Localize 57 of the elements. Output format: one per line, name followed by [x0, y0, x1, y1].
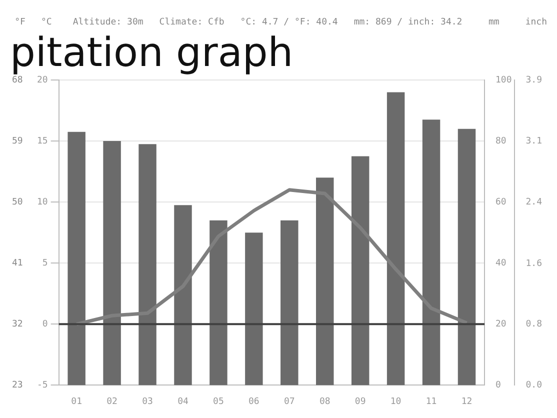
text: 68	[12, 75, 23, 86]
text: °C: 4.7 / °F: 40.4	[240, 17, 338, 28]
y2-tick-label: 60	[495, 197, 506, 208]
bar	[386, 92, 405, 386]
x-tick-label: 05	[213, 396, 224, 407]
x-tick-label: 03	[142, 396, 153, 407]
y2-tick-label: 20	[495, 320, 506, 330]
bar	[103, 141, 121, 386]
x-tick-label: 11	[426, 396, 437, 407]
x-tick-label: 09	[354, 396, 366, 407]
bar	[351, 156, 370, 386]
text: mm: 869 / inch: 34.2	[354, 17, 462, 28]
bar	[174, 205, 192, 386]
text: Climate: Cfb	[159, 17, 224, 28]
x-tick-label: 02	[106, 396, 118, 407]
bar	[280, 220, 298, 386]
bar	[316, 178, 334, 386]
text: 50	[12, 197, 23, 208]
bar	[422, 120, 440, 386]
y2-tick-label: 100	[495, 75, 512, 86]
x-tick-label: 12	[461, 396, 472, 407]
bar	[210, 220, 228, 386]
y3-tick-label: 0.0	[526, 380, 542, 391]
text: Altitude: 30m	[72, 17, 144, 28]
text: °F	[14, 17, 26, 28]
chart-title: pitation graph	[10, 30, 294, 76]
text: °C	[40, 17, 52, 28]
y-tick-label: 5	[42, 258, 48, 268]
y-tick-label: 0	[42, 320, 48, 330]
text: 32	[12, 320, 23, 330]
y-tick-label: 10	[36, 197, 48, 208]
x-tick-label: 10	[390, 396, 402, 407]
bar	[138, 144, 156, 386]
text: mm	[488, 17, 500, 28]
x-tick-label: 04	[178, 396, 188, 407]
y3-tick-label: 3.1	[526, 136, 542, 147]
y3-tick-label: 0.8	[526, 319, 542, 330]
y2-tick-label: 80	[495, 136, 506, 146]
bar	[458, 128, 476, 386]
text: 59	[12, 136, 23, 146]
y-tick-label: -5	[36, 380, 48, 391]
text: 41	[12, 258, 23, 268]
x-tick-label: 08	[319, 396, 330, 407]
bar	[68, 132, 86, 386]
x-tick-label: 01	[71, 396, 82, 407]
y3-tick-label: 2.4	[526, 198, 542, 208]
y-tick-label: 15	[36, 136, 48, 146]
bar	[245, 232, 263, 386]
y2-tick-label: 40	[495, 258, 506, 268]
y-tick-label: 20	[36, 75, 48, 86]
x-tick-label: 06	[248, 396, 260, 407]
y3-tick-label: 3.9	[526, 75, 542, 86]
y3-tick-label: 1.6	[526, 258, 542, 269]
text: 23	[12, 380, 23, 391]
x-tick-label: 07	[284, 396, 295, 407]
text: inch	[525, 17, 547, 28]
y2-tick-label: 0	[495, 380, 501, 391]
